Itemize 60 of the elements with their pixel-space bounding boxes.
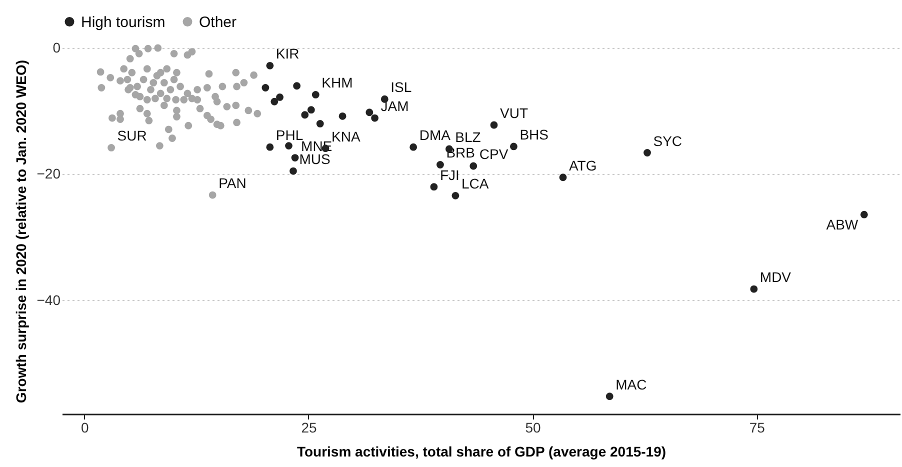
x-tick-label: 75 — [749, 420, 766, 436]
point — [338, 112, 346, 120]
x-axis-title: Tourism activities, total share of GDP (average 2015-19) — [296, 444, 666, 460]
point — [316, 120, 324, 128]
annotation: PAN — [218, 175, 246, 192]
annotation: KIR — [276, 46, 300, 62]
point — [276, 94, 284, 101]
point — [644, 149, 651, 156]
point — [606, 392, 614, 400]
annotation: MUS — [299, 151, 330, 168]
annotation: JAM — [380, 98, 409, 114]
x-tick-label: 50 — [525, 420, 542, 436]
annotation: FJI — [440, 166, 460, 183]
y-axis-title: Growth surprise in 2020 (relative to Jan. 2020 WEO) — [12, 60, 29, 404]
point — [290, 167, 297, 175]
annotation: DMA — [419, 127, 452, 144]
point — [285, 142, 292, 150]
annotation: BLZ — [455, 128, 482, 145]
point — [750, 285, 758, 293]
annotation: ISL — [390, 79, 412, 96]
annotation: BHS — [520, 126, 549, 142]
point — [301, 111, 309, 119]
annotation: SYC — [653, 132, 682, 149]
point — [410, 143, 418, 151]
annotation: MDV — [760, 269, 792, 286]
point — [262, 84, 270, 92]
point — [490, 121, 498, 129]
point — [452, 192, 460, 200]
point — [860, 210, 868, 218]
y-tick-label: −40 — [36, 292, 61, 308]
annotation: VUT — [500, 104, 528, 121]
annotation: PHL — [276, 127, 304, 144]
x-tick-label: 25 — [301, 420, 317, 436]
annotation: CPV — [479, 146, 509, 162]
point — [266, 143, 274, 151]
point — [312, 90, 320, 98]
annotation: KHM — [322, 74, 353, 91]
annotation: ATG — [569, 157, 597, 174]
point — [436, 161, 444, 168]
y-tick-label: −20 — [36, 166, 61, 182]
annotation: KNA — [332, 128, 361, 144]
legend-label: High tourism — [81, 14, 166, 31]
point — [430, 183, 438, 191]
point — [293, 82, 301, 90]
point — [307, 106, 315, 114]
point — [291, 154, 299, 162]
point — [559, 174, 567, 182]
point — [266, 62, 274, 70]
point — [470, 162, 478, 170]
legend-label: Other — [199, 14, 237, 31]
point — [366, 108, 374, 116]
point — [510, 142, 518, 150]
annotation: SUR — [117, 128, 147, 144]
annotation: MAC — [616, 376, 647, 392]
y-tick-label: 0 — [52, 40, 61, 56]
point — [270, 98, 278, 106]
annotation: LCA — [461, 176, 490, 192]
x-tick-label: 0 — [81, 420, 90, 436]
point — [371, 114, 378, 122]
annotation: ABW — [826, 216, 859, 233]
